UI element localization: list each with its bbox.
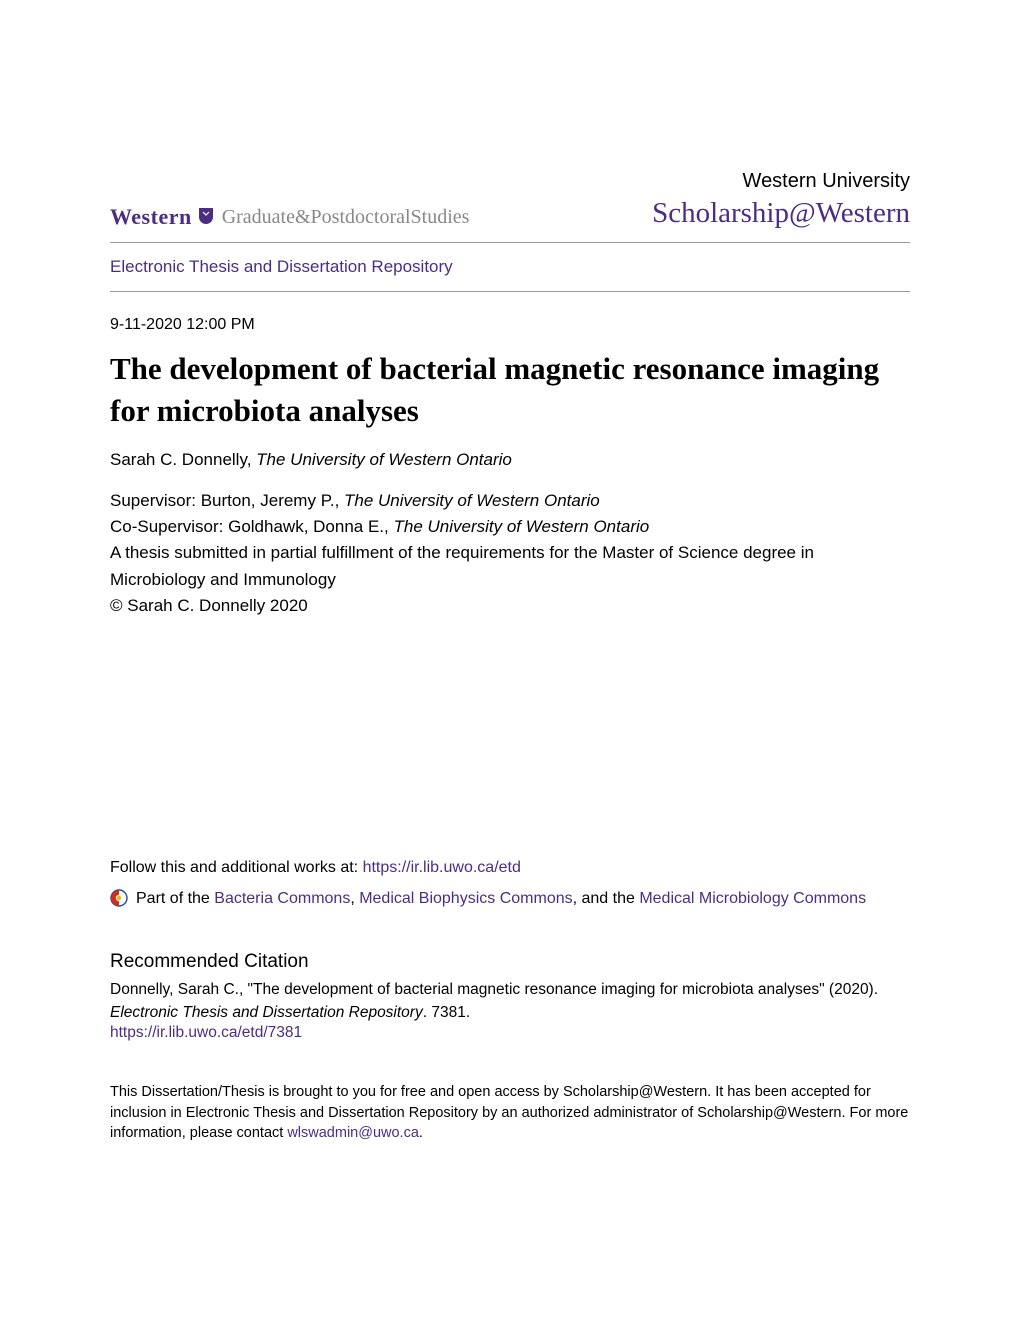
author-affiliation: The University of Western Ontario [256,450,512,469]
divider [110,291,910,292]
submission-timestamp: 9-11-2020 12:00 PM [110,316,910,334]
author-name: Sarah C. Donnelly [110,450,247,469]
follow-url[interactable]: https://ir.lib.uwo.ca/etd [363,859,521,876]
recommended-citation-text: Donnelly, Sarah C., "The development of … [110,979,910,1024]
access-statement: This Dissertation/Thesis is brought to y… [110,1082,910,1143]
cosupervisor-line: Co-Supervisor: Goldhawk, Donna E., The U… [110,514,910,540]
separator: , and the [573,890,640,907]
degree-statement: A thesis submitted in partial fulfillmen… [110,540,910,593]
citation-series-number: . 7381. [423,1004,470,1021]
part-of-commons: Part of the Bacteria Commons, Medical Bi… [110,887,910,915]
repository-name[interactable]: Scholarship@Western [652,197,910,230]
supervisor-line: Supervisor: Burton, Jeremy P., The Unive… [110,488,910,514]
divider [110,242,910,243]
supervisor-affiliation: The University of Western Ontario [344,491,600,510]
recommended-citation-heading: Recommended Citation [110,951,910,973]
footer-before: This Dissertation/Thesis is brought to y… [110,1084,908,1141]
follow-works: Follow this and additional works at: htt… [110,859,910,877]
institution-logo: Western Graduate&PostdoctoralStudies [110,204,469,230]
university-name: Western University [652,170,910,193]
separator: , [350,890,359,907]
thesis-title: The development of bacterial magnetic re… [110,348,910,432]
cover-page: Western Graduate&PostdoctoralStudies Wes… [0,0,1020,1183]
logo-subtitle: Graduate&PostdoctoralStudies [222,206,470,229]
cosupervisor-label: Co-Supervisor: Goldhawk, Donna E. [110,517,384,536]
commons-link-biophysics[interactable]: Medical Biophysics Commons [359,890,572,907]
citation-url[interactable]: https://ir.lib.uwo.ca/etd/7381 [110,1024,910,1042]
logo-wordmark: Western [110,204,192,230]
supervisor-block: Supervisor: Burton, Jeremy P., The Unive… [110,488,910,620]
commons-link-microbiology[interactable]: Medical Microbiology Commons [639,890,866,907]
citation-main: Donnelly, Sarah C., "The development of … [110,981,878,998]
supervisor-label: Supervisor: Burton, Jeremy P. [110,491,335,510]
contact-email[interactable]: wlswadmin@uwo.ca [287,1125,419,1141]
crest-icon [198,207,214,227]
commons-link-bacteria[interactable]: Bacteria Commons [214,890,350,907]
author-line: Sarah C. Donnelly, The University of Wes… [110,450,910,470]
vertical-spacer [110,629,910,859]
follow-prefix: Follow this and additional works at: [110,859,363,876]
citation-series: Electronic Thesis and Dissertation Repos… [110,1004,423,1021]
copyright-line: © Sarah C. Donnelly 2020 [110,593,910,619]
network-icon [110,889,128,915]
collection-link-text[interactable]: Electronic Thesis and Dissertation Repos… [110,257,453,276]
header: Western Graduate&PostdoctoralStudies Wes… [110,170,910,230]
part-of-text: Part of the Bacteria Commons, Medical Bi… [136,887,866,911]
footer-after: . [419,1125,423,1141]
repository-heading: Western University Scholarship@Western [652,170,910,230]
cosupervisor-affiliation: The University of Western Ontario [393,517,649,536]
citation-url-text[interactable]: https://ir.lib.uwo.ca/etd/7381 [110,1024,302,1041]
collection-link[interactable]: Electronic Thesis and Dissertation Repos… [110,257,910,277]
partof-prefix: Part of the [136,890,214,907]
